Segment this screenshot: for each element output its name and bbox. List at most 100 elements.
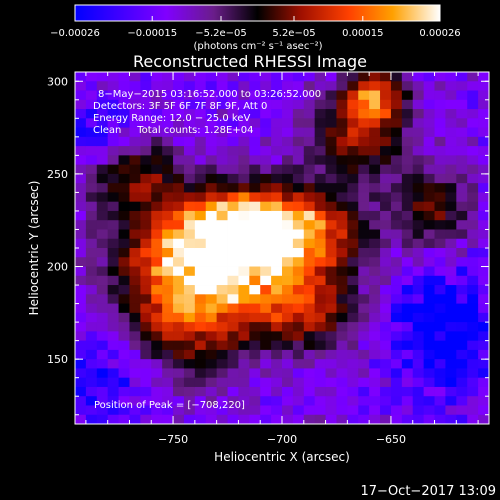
heatmap-cell <box>151 146 163 156</box>
heatmap-cell <box>173 303 185 314</box>
heatmap-cell <box>456 238 468 249</box>
heatmap-cell <box>401 368 414 379</box>
heatmap-cell <box>358 386 370 397</box>
heatmap-cell <box>194 136 207 147</box>
heatmap-cell <box>151 312 163 323</box>
heatmap-cell <box>358 396 370 406</box>
heatmap-cell <box>162 127 174 138</box>
heatmap-cell <box>467 275 479 286</box>
heatmap-cell <box>205 238 218 249</box>
heatmap-cell <box>347 349 359 360</box>
heatmap-cell <box>118 294 130 304</box>
heatmap-cell <box>173 396 185 406</box>
heatmap-cell <box>445 377 457 388</box>
heatmap-cell <box>423 414 435 424</box>
y-axis-label: Heliocentric Y (arcsec) <box>27 181 41 316</box>
heatmap-cell <box>347 340 359 351</box>
heatmap-cell <box>347 248 359 258</box>
heatmap-cell <box>412 285 425 295</box>
heatmap-cell <box>401 303 414 314</box>
heatmap-cell <box>118 127 130 138</box>
heatmap-cell <box>390 192 403 203</box>
heatmap-cell <box>423 136 435 147</box>
heatmap-cell <box>292 90 305 101</box>
heatmap-cell <box>434 229 446 240</box>
heatmap-cell <box>183 359 196 369</box>
heatmap-cell <box>303 118 316 128</box>
heatmap-cell <box>401 173 414 184</box>
plot-area: −750 −700 −650 150 200 250 300 <box>47 71 490 446</box>
heatmap-cell <box>347 183 359 193</box>
heatmap-cell <box>118 183 130 193</box>
heatmap-cell <box>282 266 294 277</box>
heatmap-cell <box>85 173 98 184</box>
heatmap-cell <box>456 118 468 128</box>
heatmap-cell <box>478 136 489 147</box>
heatmap-cell <box>194 340 207 351</box>
heatmap-cell <box>75 331 87 342</box>
heatmap-cell <box>249 81 261 91</box>
heatmap-cell <box>271 173 283 184</box>
heatmap-cell <box>96 303 109 314</box>
heatmap-cell <box>380 146 392 156</box>
heatmap-cell <box>129 229 141 240</box>
heatmap-cell <box>216 396 228 406</box>
heatmap-cell <box>96 210 109 221</box>
heatmap-cell <box>390 303 403 314</box>
heatmap-cell <box>227 90 239 101</box>
heatmap-cell <box>456 405 468 416</box>
heatmap-cell <box>227 118 239 128</box>
heatmap-cell <box>434 340 446 351</box>
heatmap-cell <box>358 90 370 101</box>
heatmap-cell <box>369 210 381 221</box>
heatmap-cell <box>292 248 305 258</box>
heatmap-cell <box>303 81 316 91</box>
heatmap-cell <box>238 303 250 314</box>
heatmap-cell <box>140 275 152 286</box>
heatmap-cell <box>445 201 457 212</box>
heatmap-cell <box>369 349 381 360</box>
heatmap-cell <box>292 127 305 138</box>
heatmap-cell <box>129 155 141 166</box>
heatmap-cell <box>282 90 294 101</box>
heatmap-cell <box>173 164 185 175</box>
heatmap-cell <box>260 164 272 175</box>
heatmap-cell <box>401 377 414 388</box>
heatmap-cell <box>249 266 261 277</box>
heatmap-cell <box>282 127 294 138</box>
heatmap-cell <box>434 238 446 249</box>
heatmap-cell <box>445 99 457 110</box>
heatmap-cell <box>183 183 196 193</box>
heatmap-cell <box>194 109 207 119</box>
heatmap-cell <box>336 118 348 128</box>
heatmap-cell <box>205 72 218 82</box>
heatmap-cell <box>162 275 174 286</box>
heatmap-cell <box>292 72 305 82</box>
heatmap-cell <box>456 303 468 314</box>
heatmap-cell <box>456 275 468 286</box>
heatmap-cell <box>96 396 109 406</box>
heatmap-cell <box>456 349 468 360</box>
heatmap-cell <box>314 331 326 342</box>
heatmap-cell <box>390 90 403 101</box>
y-tick-label: 250 <box>47 168 68 181</box>
heatmap-cell <box>216 248 228 258</box>
heatmap-cell <box>227 386 239 397</box>
heatmap-cell <box>173 312 185 323</box>
heatmap-cell <box>205 183 218 193</box>
heatmap-cell <box>75 192 87 203</box>
heatmap-cell <box>390 210 403 221</box>
heatmap-cell <box>107 285 119 295</box>
heatmap-cell <box>358 275 370 286</box>
heatmap-cell <box>162 331 174 342</box>
heatmap-cell <box>369 109 381 119</box>
heatmap-cell <box>336 414 348 424</box>
heatmap-cell <box>303 109 316 119</box>
heatmap-cell <box>390 238 403 249</box>
heatmap-cell <box>151 99 163 110</box>
heatmap-cell <box>249 127 261 138</box>
heatmap-cell <box>467 294 479 304</box>
heatmap-cell <box>336 192 348 203</box>
heatmap-cell <box>227 405 239 416</box>
heatmap-cell <box>118 81 130 91</box>
